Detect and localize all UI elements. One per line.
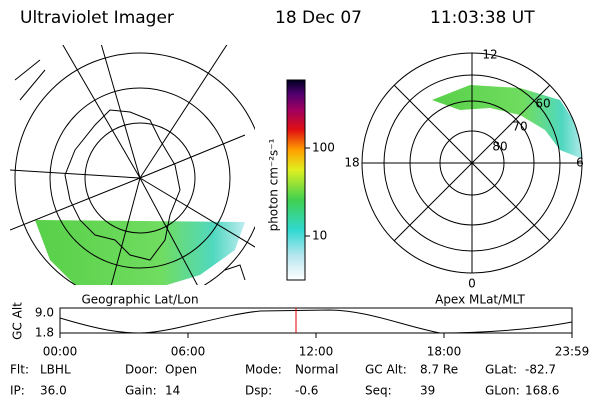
lat-label: 80 [492, 140, 507, 154]
altitude-xtick-label: 06:00 [171, 345, 206, 359]
info-label: GLon: [485, 384, 520, 398]
info-value: Normal [295, 363, 338, 377]
time: 11:03:38 UT [430, 8, 535, 28]
altitude-ytick: 1.8 [35, 326, 54, 340]
lat-label: 60 [535, 97, 550, 111]
colorbar-tick-label: 100 [312, 141, 335, 155]
info-label: GLat: [485, 363, 517, 377]
info-label: Mode: [245, 363, 282, 377]
title: Ultraviolet Imager [20, 8, 174, 28]
info-label: IP: [10, 384, 25, 398]
info-label: GC Alt: [365, 363, 407, 377]
lat-label: 70 [512, 120, 527, 134]
right-caption: Apex MLat/MLT [435, 293, 525, 307]
magnetic-map [361, 52, 583, 274]
hour-label: 6 [576, 156, 584, 170]
date: 18 Dec 07 [275, 8, 362, 28]
info-label: Door: [125, 363, 158, 377]
hour-label: 0 [468, 277, 476, 291]
info-value: 14 [165, 384, 180, 398]
hour-label: 12 [482, 48, 497, 62]
altitude-curve [59, 309, 573, 334]
altitude-frame [59, 307, 573, 334]
info-value: 8.7 Re [420, 363, 458, 377]
info-value: LBHL [40, 363, 71, 377]
info-value: 36.0 [40, 384, 67, 398]
altitude-ytick: 9.0 [35, 306, 54, 320]
hour-label: 18 [344, 156, 359, 170]
left-caption: Geographic Lat/Lon [81, 293, 198, 307]
geographic-map [10, 45, 255, 285]
info-value: -0.6 [295, 384, 318, 398]
info-value: 39 [420, 384, 435, 398]
altitude-xtick-label: 00:00 [43, 345, 78, 359]
colorbar-label: photon cm⁻²s⁻¹ [267, 138, 281, 231]
altitude-xtick-label: 12:00 [299, 345, 334, 359]
info-value: -82.7 [525, 363, 556, 377]
info-value: 168.6 [525, 384, 559, 398]
colorbar [286, 79, 306, 281]
altitude-xtick-label: 18:00 [427, 345, 462, 359]
info-value: Open [165, 363, 197, 377]
info-label: Gain: [125, 384, 157, 398]
info-label: Dsp: [245, 384, 272, 398]
info-label: Flt: [10, 363, 29, 377]
altitude-ylabel: GC Alt [11, 302, 25, 340]
colorbar-tick-label: 10 [312, 229, 327, 243]
altitude-xtick-label: 23:59 [555, 345, 590, 359]
info-label: Seq: [365, 384, 392, 398]
